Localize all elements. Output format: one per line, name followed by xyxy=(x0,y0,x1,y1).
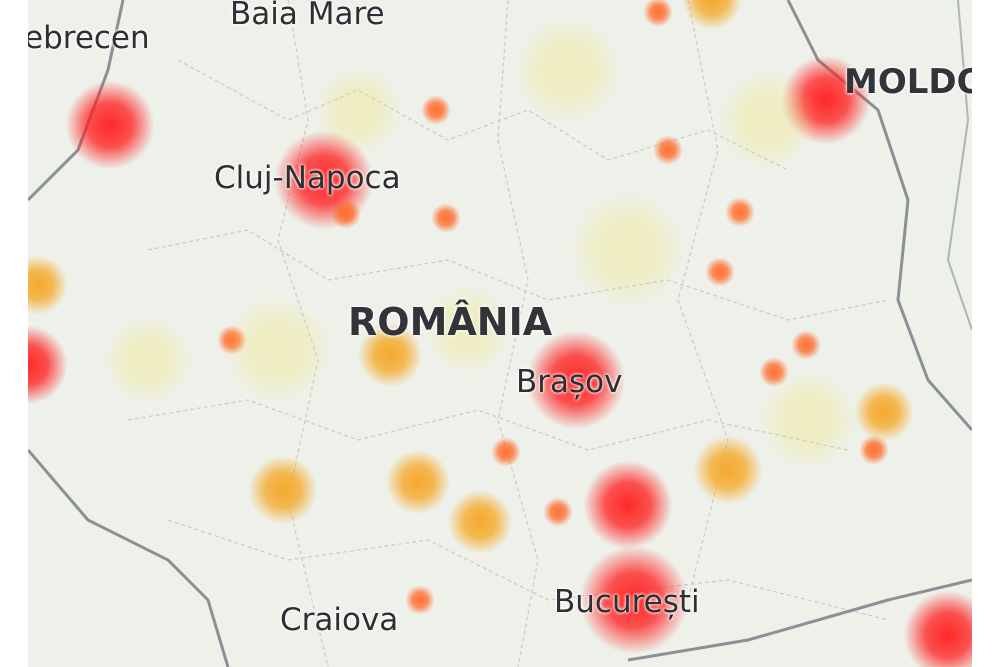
hotspot-medium xyxy=(405,585,435,615)
hotspot-medium xyxy=(705,257,735,287)
hotspot-medium xyxy=(431,203,461,233)
hotspot-high xyxy=(583,460,673,550)
city-label-cluj-napoca: Cluj-Napoca xyxy=(214,160,401,196)
city-label-debrecen: ebrecen xyxy=(28,20,150,56)
hotspot-faint xyxy=(313,65,403,155)
hotspot-low xyxy=(248,455,318,525)
hotspot-medium xyxy=(543,497,573,527)
hotspot-faint xyxy=(513,15,623,125)
city-label-bucuresti: București xyxy=(554,584,700,620)
hotspot-faint xyxy=(718,70,818,170)
hotspot-medium xyxy=(491,437,521,467)
hotspot-medium xyxy=(331,199,361,229)
hotspot-medium xyxy=(653,135,683,165)
city-label-baia-mare: Baia Mare xyxy=(230,0,385,32)
hotspot-faint xyxy=(103,315,193,405)
country-label-moldova: MOLDO xyxy=(844,62,972,102)
hotspot-high xyxy=(579,545,689,655)
hotspot-medium xyxy=(217,325,247,355)
hotspot-faint xyxy=(568,190,688,310)
hotspot-low xyxy=(385,449,451,515)
hotspot-faint xyxy=(223,295,333,405)
heatmap-map[interactable]: ebrecen Baia Mare Cluj-Napoca ROMÂNIA Br… xyxy=(28,0,972,667)
hotspot-high xyxy=(65,80,155,170)
hotspot-low xyxy=(447,489,513,555)
hotspot-medium xyxy=(791,330,821,360)
hotspot-medium xyxy=(759,357,789,387)
hotspot-faint xyxy=(423,285,513,375)
country-label-romania: ROMÂNIA xyxy=(348,300,553,344)
hotspot-faint xyxy=(758,370,858,470)
hotspot-low xyxy=(357,322,423,388)
hotspot-high xyxy=(526,330,626,430)
hotspot-low xyxy=(693,435,763,505)
hotspot-medium xyxy=(421,95,451,125)
hotspot-high xyxy=(781,55,871,145)
city-label-brasov: Brașov xyxy=(516,364,623,400)
hotspot-medium xyxy=(725,197,755,227)
hotspot-medium xyxy=(643,0,673,27)
hotspot-low xyxy=(854,382,914,442)
city-label-craiova: Craiova xyxy=(280,602,399,638)
